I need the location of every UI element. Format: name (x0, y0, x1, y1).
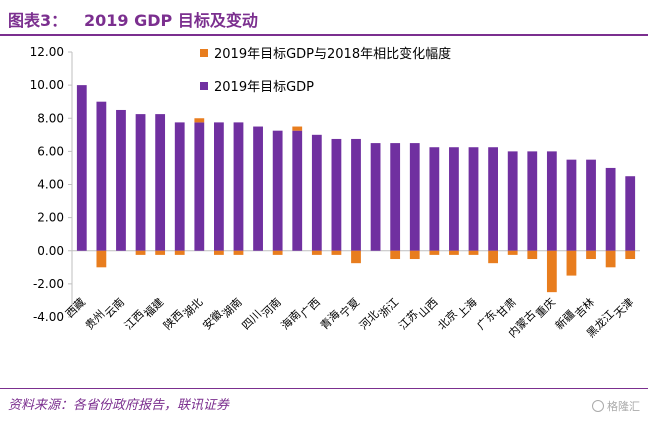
bar-target-gdp (546, 151, 557, 251)
bar-gdp-change (566, 250, 577, 276)
legend-label-change: 2019年目标GDP与2018年相比变化幅度 (214, 46, 451, 62)
bar-target-gdp (351, 138, 361, 251)
bar-target-gdp (429, 147, 440, 251)
y-tick-label: 10.00 (30, 78, 64, 92)
legend-swatch-change (200, 49, 208, 57)
bar-gdp-change (214, 250, 224, 255)
bar-target-gdp (605, 167, 616, 251)
bar-gdp-change (586, 250, 596, 260)
y-tick-label: 6.00 (37, 144, 64, 158)
bar-target-gdp (135, 114, 146, 251)
legend-swatch-target (200, 82, 208, 90)
footer-divider (0, 388, 648, 389)
y-tick-label: 2.00 (37, 211, 64, 225)
bar-gdp-change (468, 250, 479, 255)
bar-gdp-change (527, 250, 538, 260)
bar-gdp-change (507, 250, 518, 255)
chart-legend: 2019年目标GDP与2018年相比变化幅度 2019年目标GDP (200, 46, 451, 95)
bar-target-gdp (253, 126, 263, 251)
bar-target-gdp (311, 134, 322, 251)
bar-target-gdp (76, 85, 87, 251)
category-labels: 西藏贵州云南江西福建陕西湖北安徽湖南四川河南海南广西青海宁夏河北浙江江苏山西北京… (63, 295, 636, 340)
bar-target-gdp (625, 176, 636, 251)
bar-gdp-change (155, 250, 166, 255)
bar-target-gdp (96, 101, 107, 251)
chart-axes: -4.00 -2.00 0.00 2.00 4.00 6.00 8.00 10.00 12.00 (30, 45, 640, 324)
bar-target-gdp (507, 151, 518, 251)
bar-gdp-change (311, 250, 322, 255)
bar-target-gdp (468, 147, 479, 251)
bar-target-gdp (174, 122, 185, 251)
y-tick-label: 4.00 (37, 178, 64, 192)
bar-target-gdp (449, 147, 459, 251)
bar-target-gdp (527, 151, 538, 251)
bar-target-gdp (116, 109, 126, 251)
gdp-bar-chart: -4.00 -2.00 0.00 2.00 4.00 6.00 8.00 10.00 12.00… (30, 45, 640, 340)
bar-gdp-change (429, 250, 440, 255)
watermark: 格隆汇 (592, 398, 640, 414)
y-tick-label: -4.00 (33, 310, 64, 324)
bar-gdp-change (135, 250, 146, 255)
bar-gdp-change (233, 250, 244, 255)
figure-header: 图表3： 2019 GDP 目标及变动 (0, 0, 648, 36)
bar-gdp-change (292, 126, 303, 131)
bar-gdp-change (272, 250, 283, 255)
bar-gdp-change (488, 250, 498, 264)
source-note: 资料来源：各省份政府报告，联讯证券 (8, 398, 230, 413)
bar-target-gdp (194, 122, 205, 251)
bar-gdp-change (625, 250, 636, 260)
bar-gdp-change (546, 250, 557, 293)
bar-target-gdp (292, 130, 303, 251)
legend-label-target: 2019年目标GDP (214, 80, 314, 95)
figure-label: 图表3： (8, 11, 68, 30)
y-tick-label: 0.00 (37, 244, 64, 258)
bar-gdp-change (331, 250, 342, 255)
y-tick-label: 12.00 (30, 45, 64, 59)
y-tick-label: 8.00 (37, 111, 64, 125)
watermark-text: 格隆汇 (607, 400, 640, 413)
bar-target-gdp (331, 138, 342, 251)
bar-target-gdp (233, 122, 244, 251)
bar-gdp-change (194, 118, 205, 123)
figure-title: 2019 GDP 目标及变动 (84, 11, 258, 30)
y-tick-label: -2.00 (33, 277, 64, 291)
bar-target-gdp (370, 143, 381, 251)
watermark-logo-icon (592, 400, 604, 412)
bar-target-gdp (390, 143, 401, 251)
bar-target-gdp (214, 122, 224, 251)
bar-target-gdp (272, 130, 283, 251)
bar-gdp-change (449, 250, 459, 255)
bar-gdp-change (390, 250, 401, 260)
bar-gdp-change (409, 250, 420, 260)
bar-gdp-change (174, 250, 185, 255)
x-category-label: 西藏 (63, 296, 88, 321)
bar-target-gdp (586, 159, 596, 251)
bar-target-gdp (409, 143, 420, 251)
bar-target-gdp (155, 114, 166, 251)
bar-gdp-change (96, 250, 107, 268)
bar-gdp-change (605, 250, 616, 268)
chart-bars (76, 85, 636, 293)
bar-target-gdp (488, 147, 498, 251)
bar-gdp-change (351, 250, 361, 264)
bar-target-gdp (566, 159, 577, 251)
